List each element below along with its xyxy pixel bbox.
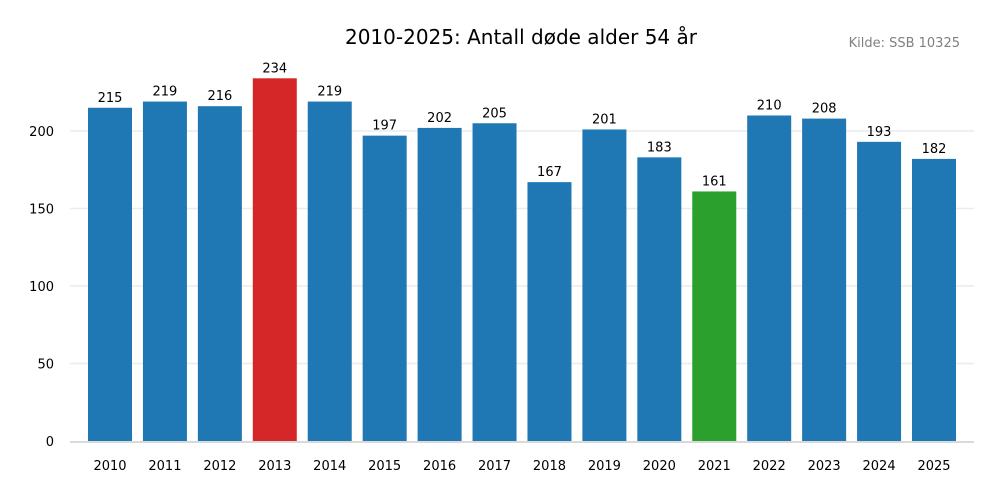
bar-2022 bbox=[747, 115, 792, 441]
source-label: Kilde: SSB 10325 bbox=[849, 36, 960, 51]
bar-2010 bbox=[88, 107, 132, 441]
data-label: 197 bbox=[372, 119, 397, 134]
x-tick-label: 2017 bbox=[478, 459, 511, 474]
x-tick-label: 2025 bbox=[917, 459, 950, 474]
x-tick-label: 2019 bbox=[588, 459, 621, 474]
data-label: 205 bbox=[482, 106, 507, 121]
x-tick-label: 2020 bbox=[643, 459, 676, 474]
bar-2021 bbox=[692, 191, 737, 441]
bar-2016 bbox=[417, 127, 462, 442]
y-tick-label: 150 bbox=[29, 203, 54, 218]
bar-2025 bbox=[912, 158, 956, 441]
x-tick-label: 2011 bbox=[148, 459, 181, 474]
data-label: 183 bbox=[647, 140, 672, 155]
x-tick-label: 2023 bbox=[808, 459, 841, 474]
data-label: 208 bbox=[812, 102, 837, 117]
bar-2015 bbox=[362, 135, 407, 441]
data-label: 201 bbox=[592, 112, 617, 127]
data-label: 161 bbox=[702, 174, 727, 189]
chart-title: 2010-2025: Antall døde alder 54 år bbox=[345, 25, 698, 49]
x-tick-label: 2018 bbox=[533, 459, 566, 474]
y-tick-label: 200 bbox=[29, 125, 54, 140]
x-tick-label: 2015 bbox=[368, 459, 401, 474]
bar-2014 bbox=[307, 101, 352, 442]
y-tick-label: 50 bbox=[37, 358, 54, 373]
bar-2024 bbox=[857, 141, 902, 441]
data-label: 202 bbox=[427, 111, 452, 126]
bar-2020 bbox=[637, 157, 682, 441]
x-tick-label: 2013 bbox=[258, 459, 291, 474]
x-tick-label: 2022 bbox=[753, 459, 786, 474]
bar-2023 bbox=[802, 118, 847, 441]
bar-2017 bbox=[472, 123, 517, 441]
bar-2013 bbox=[252, 78, 297, 442]
bar-2012 bbox=[197, 106, 242, 441]
x-tick-label: 2016 bbox=[423, 459, 456, 474]
data-label: 182 bbox=[922, 142, 947, 157]
data-label: 215 bbox=[98, 91, 123, 106]
x-tick-label: 2021 bbox=[698, 459, 731, 474]
data-label: 167 bbox=[537, 165, 562, 180]
data-label: 216 bbox=[207, 89, 232, 104]
bar-2018 bbox=[527, 182, 572, 441]
data-label: 219 bbox=[317, 85, 342, 100]
bar-2011 bbox=[142, 101, 187, 442]
data-label: 234 bbox=[262, 61, 287, 76]
x-tick-label: 2010 bbox=[93, 459, 126, 474]
bar-2019 bbox=[582, 129, 627, 441]
data-label: 219 bbox=[153, 85, 178, 100]
y-tick-label: 0 bbox=[46, 435, 54, 450]
data-label: 193 bbox=[867, 125, 892, 140]
x-tick-label: 2024 bbox=[863, 459, 896, 474]
x-tick-label: 2012 bbox=[203, 459, 236, 474]
x-tick-label: 2014 bbox=[313, 459, 346, 474]
data-label: 210 bbox=[757, 99, 782, 114]
y-tick-label: 100 bbox=[29, 280, 54, 295]
